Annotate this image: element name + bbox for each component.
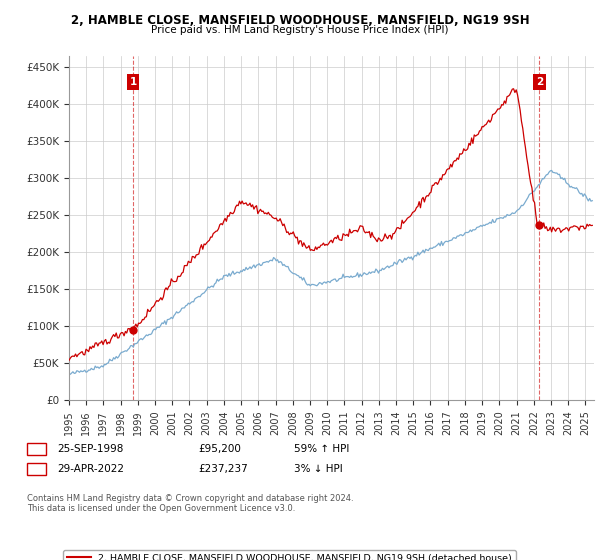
Text: 25-SEP-1998: 25-SEP-1998: [57, 444, 124, 454]
Legend: 2, HAMBLE CLOSE, MANSFIELD WOODHOUSE, MANSFIELD, NG19 9SH (detached house), HPI:: 2, HAMBLE CLOSE, MANSFIELD WOODHOUSE, MA…: [63, 550, 515, 560]
FancyBboxPatch shape: [27, 443, 46, 455]
Text: 1: 1: [33, 444, 40, 454]
FancyBboxPatch shape: [27, 463, 46, 475]
Text: Price paid vs. HM Land Registry's House Price Index (HPI): Price paid vs. HM Land Registry's House …: [151, 25, 449, 35]
Text: 29-APR-2022: 29-APR-2022: [57, 464, 124, 474]
Text: £95,200: £95,200: [198, 444, 241, 454]
Text: 59% ↑ HPI: 59% ↑ HPI: [294, 444, 349, 454]
Text: 2, HAMBLE CLOSE, MANSFIELD WOODHOUSE, MANSFIELD, NG19 9SH: 2, HAMBLE CLOSE, MANSFIELD WOODHOUSE, MA…: [71, 14, 529, 27]
Text: Contains HM Land Registry data © Crown copyright and database right 2024.
This d: Contains HM Land Registry data © Crown c…: [27, 494, 353, 514]
Text: 2: 2: [33, 464, 40, 474]
Text: £237,237: £237,237: [198, 464, 248, 474]
Text: 3% ↓ HPI: 3% ↓ HPI: [294, 464, 343, 474]
Text: 1: 1: [130, 77, 137, 87]
Text: 2: 2: [536, 77, 543, 87]
